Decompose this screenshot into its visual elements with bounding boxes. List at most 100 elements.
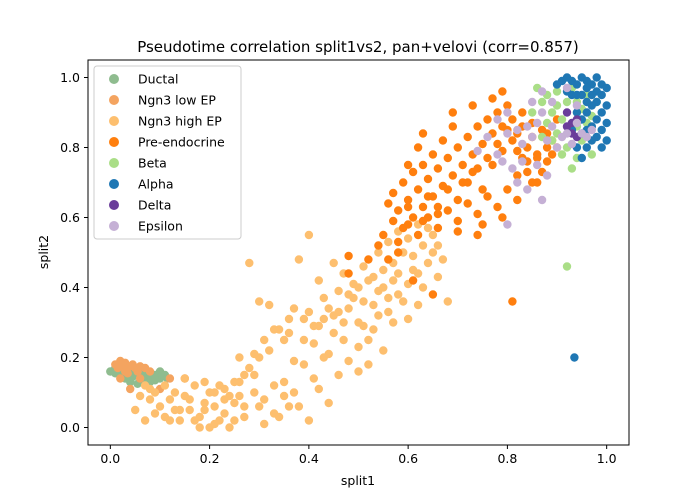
data-point bbox=[428, 248, 438, 257]
data-point bbox=[344, 304, 353, 313]
data-point bbox=[250, 370, 259, 380]
data-point bbox=[121, 367, 130, 376]
data-point bbox=[513, 195, 522, 205]
data-point bbox=[418, 129, 428, 138]
data-point bbox=[468, 101, 477, 110]
data-point bbox=[523, 185, 532, 194]
data-point bbox=[344, 269, 353, 278]
data-point bbox=[140, 416, 150, 425]
data-point bbox=[547, 108, 557, 117]
data-point bbox=[408, 213, 418, 222]
data-point bbox=[438, 136, 448, 145]
data-point bbox=[180, 374, 189, 383]
data-point bbox=[329, 328, 338, 338]
points-layer bbox=[106, 73, 611, 432]
legend-marker bbox=[109, 221, 119, 231]
data-point bbox=[220, 395, 229, 404]
data-point bbox=[379, 265, 388, 275]
data-point bbox=[582, 108, 591, 117]
x-axis-label: split1 bbox=[341, 473, 375, 488]
legend-label: Pre-endocrine bbox=[138, 135, 225, 150]
data-point bbox=[443, 185, 452, 194]
data-point bbox=[513, 146, 522, 156]
y-axis-label: split2 bbox=[36, 235, 51, 269]
data-point bbox=[250, 349, 259, 359]
data-point bbox=[533, 118, 542, 128]
data-point bbox=[528, 178, 537, 187]
data-point bbox=[503, 220, 512, 229]
data-point bbox=[488, 160, 497, 170]
data-point bbox=[195, 423, 204, 432]
data-point bbox=[279, 391, 289, 401]
data-point bbox=[423, 192, 433, 201]
data-point bbox=[240, 402, 249, 411]
data-point bbox=[428, 290, 438, 299]
data-point bbox=[235, 391, 244, 401]
data-point bbox=[324, 304, 333, 313]
data-point bbox=[528, 132, 537, 142]
data-point bbox=[165, 395, 175, 404]
data-point bbox=[304, 416, 314, 425]
data-point bbox=[364, 335, 373, 345]
data-point bbox=[557, 150, 567, 159]
legend-label: Delta bbox=[138, 198, 171, 213]
data-point bbox=[319, 314, 328, 324]
data-point bbox=[403, 314, 413, 324]
legend-items: Ductal Ngn3 low EP Ngn3 high EP Pre-endocri… bbox=[109, 72, 225, 234]
data-point bbox=[503, 129, 512, 138]
data-point bbox=[493, 115, 502, 124]
data-point bbox=[423, 223, 433, 233]
data-point bbox=[537, 195, 547, 205]
data-point bbox=[433, 202, 443, 212]
legend: Ductal Ngn3 low EP Ngn3 high EP Pre-endocri… bbox=[93, 65, 242, 240]
data-point bbox=[403, 202, 413, 212]
y-tick-label: 0.8 bbox=[60, 140, 80, 155]
data-point bbox=[547, 122, 557, 131]
data-point bbox=[438, 255, 448, 264]
data-point bbox=[289, 356, 299, 366]
data-point bbox=[260, 395, 269, 404]
data-point bbox=[145, 384, 155, 394]
data-point bbox=[394, 290, 403, 299]
data-point bbox=[403, 195, 413, 205]
data-point bbox=[304, 230, 314, 240]
x-axis: 0.0 0.2 0.4 0.6 0.8 1.0 bbox=[100, 445, 617, 466]
data-point bbox=[473, 230, 482, 240]
data-point bbox=[562, 108, 572, 117]
data-point bbox=[403, 220, 413, 229]
data-point bbox=[483, 192, 492, 201]
legend-marker bbox=[109, 200, 119, 210]
data-point bbox=[463, 199, 472, 208]
data-point bbox=[562, 262, 572, 271]
data-point bbox=[508, 136, 517, 145]
data-point bbox=[567, 164, 577, 173]
data-point bbox=[493, 108, 502, 117]
data-point bbox=[230, 416, 239, 425]
data-point bbox=[113, 363, 123, 373]
data-point bbox=[384, 255, 393, 264]
data-point bbox=[463, 132, 472, 142]
data-point bbox=[374, 311, 383, 320]
legend-marker bbox=[109, 137, 119, 147]
data-point bbox=[379, 346, 388, 355]
data-point bbox=[269, 325, 279, 334]
data-point bbox=[473, 164, 482, 173]
x-tick-label: 0.4 bbox=[299, 451, 319, 466]
data-point bbox=[547, 97, 557, 107]
data-point bbox=[503, 108, 512, 117]
x-tick-label: 0.2 bbox=[200, 451, 220, 466]
data-point bbox=[533, 160, 542, 170]
data-point bbox=[364, 255, 373, 264]
data-point bbox=[597, 125, 606, 135]
data-point bbox=[508, 297, 517, 306]
data-point bbox=[582, 132, 591, 142]
data-point bbox=[572, 80, 582, 89]
data-point bbox=[289, 304, 299, 313]
data-point bbox=[299, 335, 309, 345]
data-point bbox=[215, 416, 224, 425]
data-point bbox=[413, 143, 423, 152]
data-point bbox=[602, 101, 611, 110]
data-point bbox=[304, 307, 314, 317]
data-point bbox=[602, 136, 611, 145]
data-point bbox=[394, 248, 403, 257]
